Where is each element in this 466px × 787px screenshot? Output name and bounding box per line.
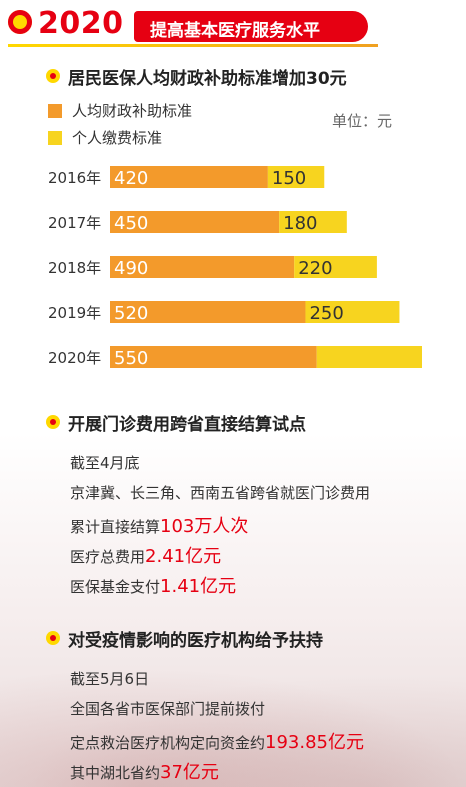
section3-line: 定点救治医疗机构定向资金约193.85亿元 (70, 728, 364, 754)
bar-personal (294, 256, 377, 278)
section2-line-text: 累计直接结算 (70, 518, 161, 536)
section3-title-text: 对受疫情影响的医疗机构给予扶持 (68, 631, 323, 651)
circle-logo-icon (8, 10, 32, 34)
section2-line: 医疗总费用2.41亿元 (70, 542, 221, 568)
bullet-icon (46, 631, 60, 645)
header: 2020 提高基本医疗服务水平 (0, 0, 466, 48)
data-label: 520 (114, 303, 148, 324)
section3-line-highlight: 37亿元 (160, 762, 219, 783)
section2-line-text: 医疗总费用 (70, 548, 146, 566)
section3-line-text: 定点救治医疗机构定向资金约 (70, 734, 266, 752)
section3-line: 其中湖北省约37亿元 (70, 758, 219, 784)
category-label: 2016年 (48, 169, 101, 187)
section3-line-highlight: 193.85亿元 (265, 732, 364, 753)
section2-line-text: 截至4月底 (70, 454, 140, 472)
section2-line-highlight: 103万人次 (160, 516, 249, 537)
header-underline (8, 44, 378, 47)
legend-swatch-subsidy (48, 104, 62, 118)
bar-subsidy (110, 346, 317, 368)
category-label: 2020年 (48, 349, 101, 367)
bar-subsidy (110, 166, 268, 188)
section3-line-text: 其中湖北省约 (70, 764, 161, 782)
section2-line-highlight: 1.41亿元 (160, 576, 237, 597)
stacked-bar-chart: 2016年 420 150 2017年 450 180 2018年 490 220 2019年 52… (48, 166, 422, 369)
section2-line-text: 医保基金支付 (70, 578, 161, 596)
legend-label-subsidy: 人均财政补助标准 (72, 102, 193, 120)
legend-label-personal: 个人缴费标准 (72, 129, 163, 147)
data-label: 420 (114, 168, 148, 189)
section3-line: 全国各省市医保部门提前拨付 (70, 698, 265, 719)
bar-subsidy (110, 211, 280, 233)
section2-title-text: 开展门诊费用跨省直接结算试点 (68, 415, 306, 435)
section2-line-highlight: 2.41亿元 (145, 546, 222, 567)
section3-line-text: 截至5月6日 (70, 670, 150, 688)
background-crowd-image (0, 667, 466, 787)
data-label: 150 (272, 168, 306, 189)
category-label: 2017年 (48, 214, 101, 232)
bar-personal (279, 211, 347, 233)
section3-line: 截至5月6日 (70, 668, 149, 689)
chart-unit: 单位：元 (332, 112, 393, 130)
header-title-bar: 提高基本医疗服务水平 (134, 11, 368, 42)
bar-personal (305, 301, 400, 323)
section2-line-text: 京津冀、长三角、西南五省跨省就医门诊费用 (70, 484, 371, 502)
data-label: 490 (114, 258, 148, 279)
bar-subsidy (110, 301, 306, 323)
chart-legend: 人均财政补助标准 个人缴费标准 (48, 100, 448, 150)
category-label: 2019年 (48, 304, 101, 322)
section2-line: 京津冀、长三角、西南五省跨省就医门诊费用 (70, 482, 370, 503)
bar-subsidy (110, 256, 295, 278)
data-label: 180 (283, 213, 317, 234)
data-label: 250 (309, 303, 343, 324)
section1-title-text: 居民医保人均财政补助标准增加30元 (68, 69, 347, 89)
bullet-icon (46, 69, 60, 83)
section2-line: 累计直接结算103万人次 (70, 512, 248, 538)
bar-personal (316, 346, 422, 368)
header-title: 提高基本医疗服务水平 (150, 21, 320, 41)
legend-swatch-personal (48, 131, 62, 145)
section2-line: 截至4月底 (70, 452, 140, 473)
header-year: 2020 (38, 6, 124, 41)
section2-line: 医保基金支付1.41亿元 (70, 572, 236, 598)
section3-line-text: 全国各省市医保部门提前拨付 (70, 700, 266, 718)
bar-personal (267, 166, 325, 188)
data-label: 220 (298, 258, 332, 279)
bullet-icon (46, 415, 60, 429)
data-label: 550 (114, 348, 148, 369)
data-label: 450 (114, 213, 148, 234)
category-label: 2018年 (48, 259, 101, 277)
